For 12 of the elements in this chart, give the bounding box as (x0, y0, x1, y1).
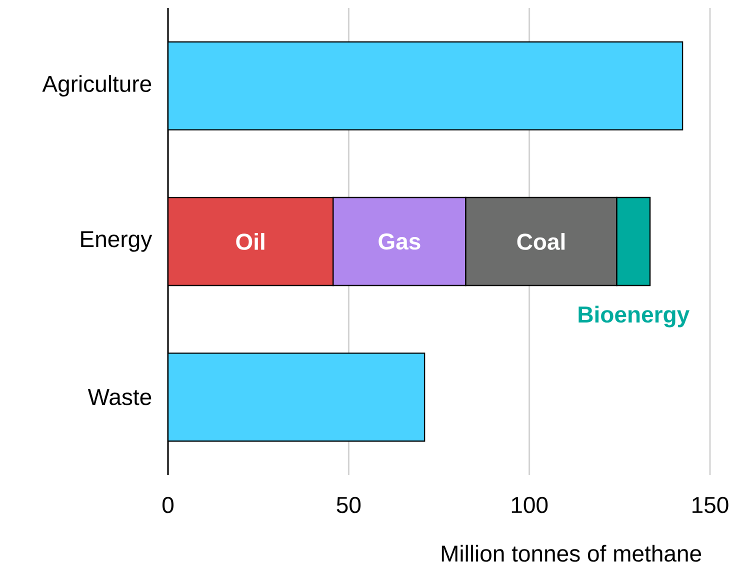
x-tick-label: 50 (336, 496, 361, 514)
x-axis-title: Million tonnes of methane (442, 544, 702, 562)
y-tick-label: Waste (88, 389, 152, 406)
y-tick-label: Energy (81, 231, 152, 252)
series-label: Gas (378, 233, 420, 250)
x-tick-label: 100 (512, 496, 548, 514)
series-label: Bioenergy (578, 306, 690, 328)
y-tick-label: Agriculture (42, 75, 152, 97)
x-tick-label: 0 (162, 496, 174, 514)
series-label: Coal (517, 233, 565, 250)
x-tick-label: 150 (692, 496, 728, 514)
series-label: Oil (236, 233, 264, 250)
